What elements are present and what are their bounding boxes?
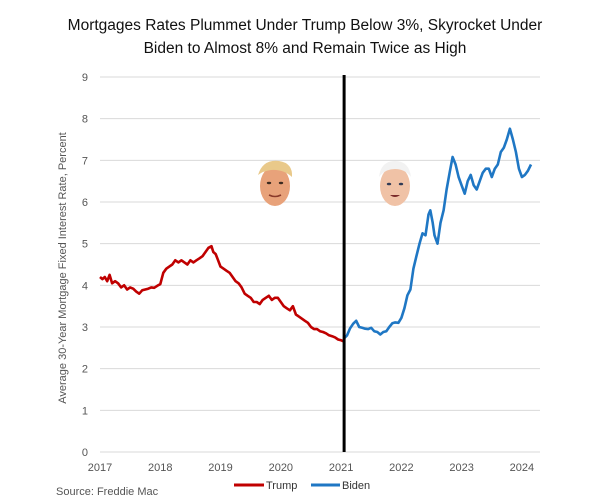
legend-label-biden: Biden bbox=[342, 480, 370, 492]
x-tick-label: 2023 bbox=[449, 462, 473, 474]
y-tick-label: 6 bbox=[82, 197, 88, 209]
y-tick-label: 0 bbox=[82, 447, 88, 459]
x-tick-label: 2019 bbox=[208, 462, 232, 474]
x-tick-labels: 2017 2018 2019 2020 2021 2022 2023 2024 bbox=[88, 462, 534, 474]
x-tick-label: 2024 bbox=[510, 462, 534, 474]
legend-label-trump: Trump bbox=[266, 480, 297, 492]
legend: Trump Biden bbox=[234, 480, 370, 492]
y-tick-label: 1 bbox=[82, 405, 88, 417]
x-tick-label: 2018 bbox=[148, 462, 172, 474]
chart-title: Mortgages Rates Plummet Under Trump Belo… bbox=[0, 14, 610, 60]
chart-title-line-1: Mortgages Rates Plummet Under Trump Belo… bbox=[67, 17, 543, 34]
x-tick-label: 2022 bbox=[389, 462, 413, 474]
x-tick-label: 2021 bbox=[329, 462, 353, 474]
y-tick-label: 4 bbox=[82, 280, 88, 292]
x-tick-label: 2020 bbox=[269, 462, 293, 474]
x-tick-label: 2017 bbox=[88, 462, 112, 474]
y-tick-label: 3 bbox=[82, 322, 88, 334]
gridlines bbox=[100, 76, 540, 453]
y-tick-label: 7 bbox=[82, 155, 88, 167]
series-lines bbox=[99, 127, 533, 343]
biden-face-image bbox=[379, 161, 411, 206]
trump-face-image bbox=[258, 160, 293, 206]
y-axis-label: Average 30-Year Mortgage Fixed Interest … bbox=[57, 132, 69, 404]
series-line-biden bbox=[343, 127, 533, 340]
y-tick-labels: 0 1 2 3 4 5 6 7 8 9 bbox=[82, 72, 88, 459]
chart-title-line-2: Biden to Almost 8% and Remain Twice as H… bbox=[143, 40, 467, 57]
series-line-trump bbox=[99, 244, 345, 343]
y-tick-label: 8 bbox=[82, 114, 88, 126]
y-tick-label: 5 bbox=[82, 239, 88, 251]
y-tick-label: 2 bbox=[82, 364, 88, 376]
source-note: Source: Freddie Mac bbox=[56, 486, 159, 498]
y-tick-label: 9 bbox=[82, 72, 88, 84]
